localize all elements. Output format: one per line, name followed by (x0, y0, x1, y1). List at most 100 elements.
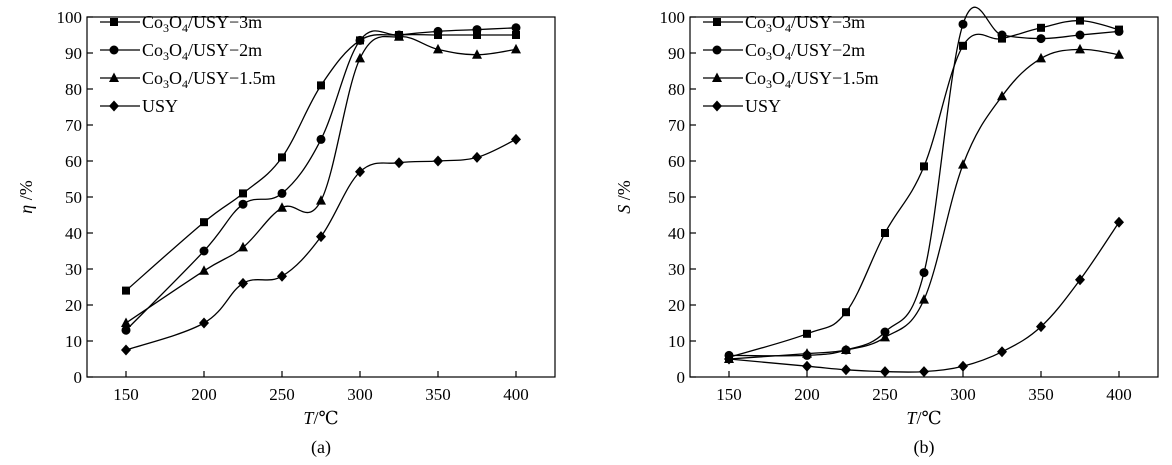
legend-entry: Co3O4/USY−2m (703, 40, 865, 63)
series-diamond (121, 133, 521, 356)
data-point-square (1037, 23, 1045, 32)
x-tick-label: 250 (269, 385, 295, 404)
data-point-circle (316, 134, 326, 144)
data-point-circle (238, 199, 248, 209)
data-point-triangle (238, 241, 248, 252)
series-line (125, 33, 516, 292)
legend-marker-triangle (109, 72, 119, 82)
legend-label: Co3O4/USY−2m (142, 40, 262, 63)
data-point-diamond (433, 155, 443, 167)
legend-marker-triangle (712, 72, 722, 82)
data-point-triangle (472, 49, 482, 59)
series-circle (121, 23, 521, 335)
data-point-triangle (997, 90, 1007, 101)
data-point-circle (997, 30, 1007, 40)
data-point-square (920, 162, 928, 171)
series-line (125, 27, 517, 331)
data-point-diamond (880, 366, 890, 378)
data-point-circle (433, 26, 443, 36)
data-point-diamond (355, 166, 365, 178)
legend-entry: Co3O4/USY−1.5m (100, 68, 276, 91)
data-point-diamond (958, 360, 968, 372)
data-point-circle (277, 188, 287, 198)
data-point-diamond (919, 366, 929, 378)
data-point-triangle (394, 31, 404, 41)
series-line (728, 19, 1120, 358)
y-tick-label: 30 (65, 260, 82, 279)
data-point-triangle (316, 195, 326, 205)
chart-panel-a: 150 200 250 300 350 400 0 10 20 30 40 50 60 70 80 90 100… (16, 8, 556, 458)
data-point-triangle (841, 344, 851, 354)
data-point-triangle (199, 265, 209, 275)
y-tick-label: 100 (660, 8, 686, 27)
legend-entry: Co3O4/USY−3m (703, 12, 865, 35)
y-tick-label: 90 (668, 44, 685, 63)
legend-entry: USY (703, 96, 781, 116)
y-tick-label: 10 (668, 332, 685, 351)
x-tick-label: 150 (113, 385, 139, 404)
data-point-triangle (121, 317, 131, 327)
y-tick-label: 60 (668, 152, 685, 171)
legend-entry: USY (100, 96, 178, 116)
series-diamond (724, 216, 1124, 378)
y-tick-label: 70 (668, 116, 685, 135)
data-point-diamond (121, 344, 131, 356)
data-point-circle (472, 25, 482, 35)
legend-marker-square (110, 18, 118, 26)
data-point-square (122, 286, 130, 295)
data-point-square (278, 153, 286, 162)
data-point-diamond (1036, 321, 1046, 333)
series-triangle (121, 31, 521, 327)
legend-entry: Co3O4/USY−2m (100, 40, 262, 63)
data-point-triangle (1036, 52, 1046, 63)
data-point-diamond (841, 364, 851, 376)
data-point-diamond (277, 270, 287, 282)
y-tick-label: 50 (668, 188, 685, 207)
data-point-circle (1036, 34, 1046, 44)
series-line (125, 138, 517, 351)
x-tick-label: 250 (872, 385, 898, 404)
y-tick-label: 90 (65, 44, 82, 63)
y-tick-label: 10 (65, 332, 82, 351)
data-point-square (239, 189, 247, 198)
legend-label: Co3O4/USY−1.5m (142, 68, 276, 91)
y-tick-label: 40 (65, 224, 82, 243)
series-line (125, 35, 517, 324)
data-point-triangle (1114, 49, 1124, 59)
data-point-diamond (394, 157, 404, 169)
x-tick-label: 300 (347, 385, 373, 404)
legend-label: Co3O4/USY−3m (745, 12, 865, 35)
data-point-triangle (958, 159, 968, 169)
x-tick-label: 150 (716, 385, 742, 404)
y-tick-label: 20 (65, 296, 82, 315)
data-point-diamond (511, 133, 521, 145)
y-tick-label: 80 (668, 80, 685, 99)
y-tick-label: 80 (65, 80, 82, 99)
series-line (728, 221, 1120, 373)
data-point-triangle (355, 52, 365, 63)
data-point-diamond (1114, 216, 1124, 228)
legend-marker-diamond (109, 100, 119, 112)
x-tick-label: 400 (503, 385, 529, 404)
legend: Co3O4/USY−3m Co3O4/USY−2m Co3O4/USY−1.5m US… (100, 12, 276, 116)
data-point-diamond (1075, 274, 1085, 286)
y-tick-label: 30 (668, 260, 685, 279)
data-point-triangle (880, 331, 890, 342)
data-point-diamond (472, 151, 482, 163)
data-point-square (473, 31, 481, 39)
data-point-square (881, 229, 889, 237)
data-point-square (842, 308, 850, 317)
panel-label: (b) (914, 437, 935, 458)
series-line (728, 6, 1120, 357)
data-point-triangle (433, 43, 443, 54)
data-point-diamond (997, 346, 1007, 358)
x-axis-label: T/℃ (303, 408, 338, 428)
x-tick-label: 300 (950, 385, 976, 404)
legend: Co3O4/USY−3m Co3O4/USY−2m Co3O4/USY−1.5m US… (703, 12, 879, 116)
data-point-diamond (802, 360, 812, 372)
y-tick-label: 40 (668, 224, 685, 243)
legend-label: USY (745, 96, 781, 116)
x-tick-label: 200 (191, 385, 217, 404)
series-line (728, 48, 1120, 360)
data-point-circle (958, 19, 968, 29)
